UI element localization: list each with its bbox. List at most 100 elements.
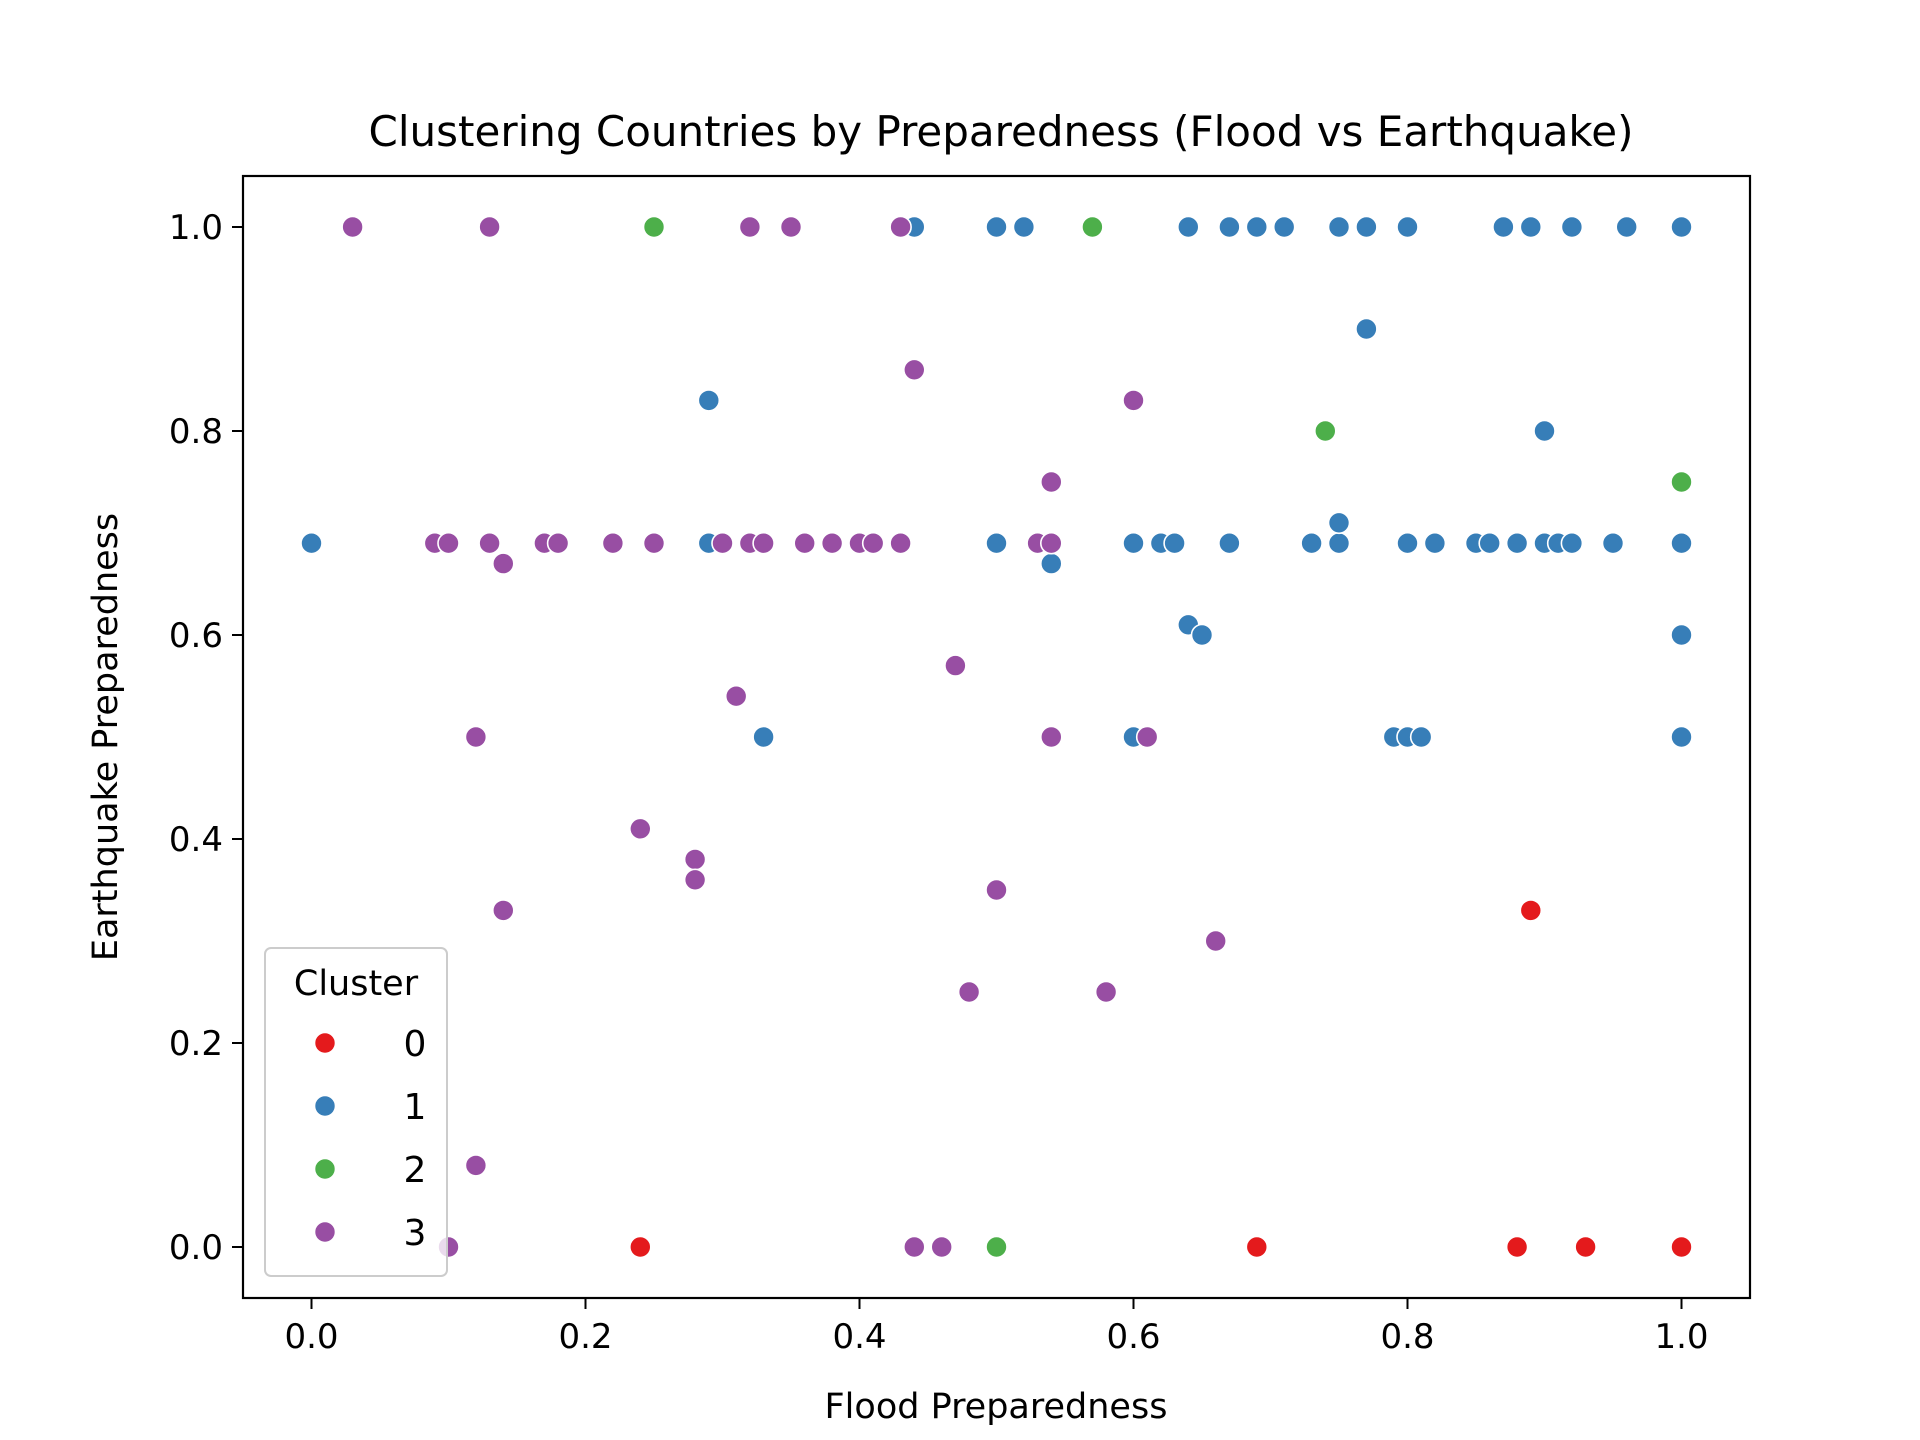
x-tick-label: 0.6 — [1106, 1317, 1160, 1357]
data-point — [1355, 215, 1378, 239]
data-point — [752, 531, 775, 555]
y-tick-label: 0.0 — [169, 1228, 223, 1268]
data-point — [1355, 317, 1378, 341]
y-tick-label: 0.6 — [169, 616, 223, 656]
data-point — [1040, 552, 1063, 575]
data-point — [1327, 511, 1351, 535]
data-point — [1122, 389, 1145, 412]
x-axis-label: Flood Preparedness — [825, 1387, 1168, 1427]
y-tick-label: 0.8 — [169, 412, 223, 452]
data-point — [779, 215, 803, 239]
data-point — [820, 531, 844, 555]
legend-marker — [313, 1094, 337, 1118]
x-axis-ticks: 0.0 0.2 0.4 0.6 0.8 1.0 — [284, 1298, 1709, 1357]
data-point — [628, 817, 652, 841]
data-point — [1245, 1235, 1269, 1259]
data-point — [1670, 623, 1693, 647]
data-point — [1505, 1235, 1529, 1259]
x-tick-label: 0.2 — [558, 1317, 612, 1357]
data-point — [889, 215, 912, 239]
data-point — [861, 531, 885, 555]
y-tick-label: 1.0 — [169, 208, 223, 248]
y-axis-ticks: 0.0 0.2 0.4 0.6 0.8 1.0 — [169, 208, 243, 1268]
data-point — [546, 531, 570, 555]
data-point — [1396, 531, 1419, 555]
data-point — [478, 531, 501, 555]
data-point — [902, 1235, 926, 1259]
data-point — [1560, 215, 1584, 239]
legend-label: 1 — [404, 1087, 427, 1128]
data-point — [1040, 725, 1063, 749]
data-point — [985, 531, 1008, 555]
data-point — [1670, 215, 1693, 239]
data-point — [1122, 531, 1145, 555]
data-point — [1218, 215, 1241, 239]
data-point — [793, 531, 817, 555]
data-point — [1272, 215, 1296, 239]
data-point — [738, 215, 762, 239]
data-point — [1204, 929, 1227, 953]
data-point — [1314, 419, 1337, 443]
legend-label: 2 — [404, 1150, 427, 1191]
y-tick-label: 0.4 — [169, 820, 223, 860]
data-point — [1094, 980, 1118, 1004]
legend-marker — [313, 1220, 337, 1244]
data-point — [1040, 470, 1063, 494]
data-point — [601, 531, 625, 555]
data-point — [1670, 470, 1693, 494]
series-0 — [628, 899, 1693, 1259]
legend-title: Cluster — [294, 964, 419, 1004]
data-point — [1081, 215, 1104, 239]
series-2 — [642, 215, 1693, 1259]
data-point — [957, 980, 981, 1004]
data-point — [711, 531, 734, 555]
data-point — [683, 868, 707, 892]
data-point — [1670, 1235, 1693, 1259]
data-point — [1300, 531, 1323, 555]
data-point — [478, 215, 501, 239]
chart-title: Clustering Countries by Preparedness (Fl… — [369, 107, 1634, 156]
data-point — [1670, 531, 1693, 555]
data-point — [1533, 419, 1556, 443]
data-point — [464, 725, 488, 749]
data-point — [1519, 215, 1543, 239]
data-point — [1012, 215, 1036, 239]
data-point — [1492, 215, 1515, 239]
data-point — [642, 215, 666, 239]
series-1 — [300, 215, 1693, 749]
data-point — [1177, 215, 1200, 239]
x-tick-label: 0.4 — [832, 1317, 886, 1357]
data-point — [1190, 623, 1214, 647]
legend-marker — [313, 1157, 337, 1181]
data-point — [985, 215, 1008, 239]
series-3 — [341, 215, 1227, 1259]
data-point — [300, 531, 323, 555]
data-point — [985, 1235, 1008, 1259]
data-point — [1615, 215, 1638, 239]
data-point — [341, 215, 364, 239]
data-point — [1327, 531, 1351, 555]
data-point — [752, 725, 775, 749]
data-point — [1670, 725, 1693, 749]
data-point — [683, 848, 707, 871]
plot-frame — [241, 174, 1752, 1300]
legend-box — [264, 947, 448, 1277]
y-axis-label: Earthquake Preparedness — [86, 513, 126, 961]
data-point — [491, 552, 515, 575]
data-point — [1560, 531, 1584, 555]
x-tick-label: 1.0 — [1654, 1317, 1708, 1357]
data-point — [1478, 531, 1501, 555]
data-point — [1396, 215, 1419, 239]
data-point — [889, 531, 912, 555]
data-point — [628, 1235, 652, 1259]
x-tick-label: 0.8 — [1380, 1317, 1434, 1357]
legend-marker — [313, 1031, 337, 1055]
data-point — [1601, 531, 1625, 555]
data-point — [985, 878, 1008, 902]
data-point — [1409, 725, 1433, 749]
data-point — [697, 389, 721, 412]
data-point — [437, 531, 460, 555]
data-point — [1040, 531, 1063, 555]
legend-entries: 0 1 2 3 — [313, 1024, 427, 1254]
